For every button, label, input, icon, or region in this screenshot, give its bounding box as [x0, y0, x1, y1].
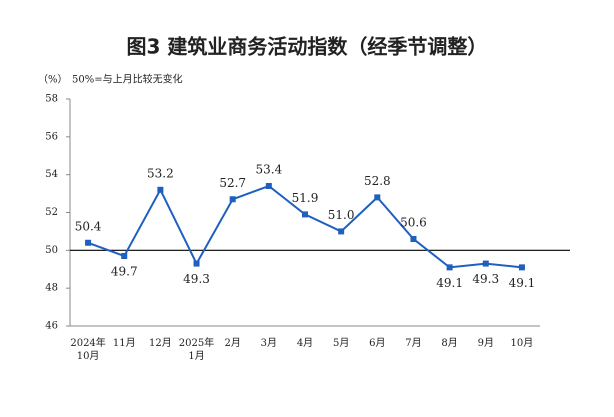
point — [85, 239, 92, 246]
value-label: 50.6 — [400, 215, 427, 229]
value-label: 49.3 — [183, 272, 210, 286]
x-tick-label: 11月 — [113, 337, 136, 349]
point — [446, 264, 453, 271]
point — [374, 194, 381, 201]
y-tick-label: 46 — [45, 321, 58, 332]
point — [482, 260, 489, 267]
x-tick-label: 12月 — [149, 337, 172, 349]
x-tick-label: 2024年 10月 — [70, 336, 105, 362]
value-label: 49.7 — [111, 265, 138, 279]
y-tick-label: 52 — [45, 207, 58, 218]
x-tick-label: 5月 — [333, 337, 349, 349]
value-label: 53.4 — [255, 163, 282, 177]
y-tick-label: 48 — [45, 283, 58, 294]
value-label: 51.9 — [292, 191, 319, 205]
y-tick-label: 58 — [45, 94, 58, 105]
point — [265, 183, 272, 190]
point — [338, 228, 345, 235]
point — [518, 264, 525, 271]
point — [157, 186, 164, 193]
annotation: 50%=与上月比较无变化 — [72, 73, 183, 86]
y-unit: （%） — [38, 74, 68, 86]
value-label: 49.3 — [472, 272, 499, 286]
x-tick-label: 4月 — [297, 337, 313, 349]
x-tick-label: 9月 — [478, 337, 494, 349]
value-label: 49.1 — [436, 276, 463, 290]
value-label: 50.4 — [75, 219, 102, 233]
x-tick-label: 3月 — [261, 337, 277, 349]
x-tick-label: 2025年 1月 — [179, 336, 214, 362]
x-tick-label: 10月 — [511, 337, 534, 349]
y-tick-label: 54 — [45, 169, 58, 180]
x-tick-label: 6月 — [369, 337, 385, 349]
x-tick-label: 8月 — [441, 337, 457, 349]
chart-title: 图3 建筑业商务活动指数（经季节调整） — [127, 35, 488, 59]
y-tick-label: 56 — [45, 131, 58, 142]
point — [229, 196, 236, 203]
point — [302, 211, 308, 218]
value-label: 52.7 — [219, 176, 246, 190]
y-tick-label: 50 — [45, 245, 58, 256]
value-label: 51.0 — [328, 208, 355, 222]
point — [121, 253, 128, 260]
point — [193, 260, 200, 267]
value-label: 49.1 — [509, 276, 536, 290]
x-tick-label: 2月 — [225, 337, 241, 349]
value-label: 52.8 — [364, 174, 391, 188]
x-tick-label: 7月 — [405, 337, 421, 349]
point — [410, 235, 417, 242]
value-label: 53.2 — [147, 166, 174, 180]
